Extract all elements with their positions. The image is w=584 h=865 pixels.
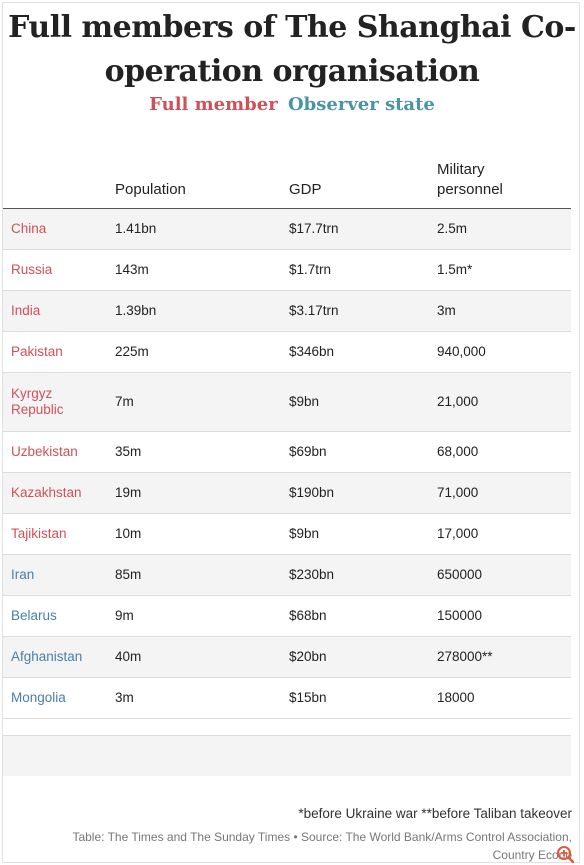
country-cell: Belarus: [11, 608, 57, 623]
empty-row-shaded: [3, 736, 571, 776]
table-row: Iran 85m $230bn 650000: [3, 555, 571, 596]
table-row: China 1.41bn $17.7trn 2.5m: [3, 209, 571, 250]
legend-observer-state: Observer state: [287, 94, 435, 115]
table-row: Pakistan 225m $346bn 940,000: [3, 332, 571, 373]
gdp-cell: $230bn: [289, 567, 335, 582]
gdp-cell: $346bn: [289, 344, 335, 359]
population-cell: 40m: [115, 649, 142, 664]
country-cell: India: [11, 303, 41, 318]
header-population: Population: [115, 181, 186, 198]
table-row: India 1.39bn $3.17trn 3m: [3, 291, 571, 332]
country-line-2: Republic: [11, 402, 64, 417]
gdp-cell: $3.17trn: [289, 303, 339, 318]
table-row: Kyrgyz Republic 7m $9bn 21,000: [3, 373, 571, 432]
population-cell: 143m: [115, 262, 149, 277]
title-line-2: operation organisation: [104, 54, 480, 89]
table-row: Kazakhstan 19m $190bn 71,000: [3, 473, 571, 514]
country-line-1: Kyrgyz: [11, 386, 53, 401]
country-cell: Russia: [11, 262, 53, 277]
header-military-line1: Military: [437, 161, 485, 178]
zoom-in-icon[interactable]: [556, 845, 574, 863]
military-cell: 68,000: [437, 444, 479, 459]
military-cell: 71,000: [437, 485, 479, 500]
military-cell: 3m: [437, 303, 456, 318]
population-cell: 3m: [115, 690, 134, 705]
population-cell: 19m: [115, 485, 142, 500]
military-cell: 17,000: [437, 526, 479, 541]
gdp-cell: $69bn: [289, 444, 327, 459]
population-cell: 225m: [115, 344, 149, 359]
source-line-2: Country Econo: [492, 848, 572, 862]
military-cell: 1.5m*: [437, 262, 473, 277]
gdp-cell: $1.7trn: [289, 262, 332, 277]
country-cell: Tajikistan: [11, 526, 67, 541]
gdp-cell: $15bn: [289, 690, 327, 705]
population-cell: 7m: [115, 394, 134, 409]
gdp-cell: $9bn: [289, 394, 320, 409]
country-cell: Afghanistan: [11, 649, 83, 664]
table-row: Mongolia 3m $15bn 18000: [3, 678, 571, 719]
table-header: Population GDP Military personnel: [3, 150, 571, 210]
title-line-1: Full members of The Shanghai Co-: [8, 10, 576, 45]
header-gdp: GDP: [289, 181, 322, 198]
gdp-cell: $190bn: [289, 485, 335, 500]
source-credit: Table: The Times and The Sunday Times • …: [32, 828, 572, 864]
military-cell: 2.5m: [437, 221, 468, 236]
gdp-cell: $17.7trn: [289, 221, 339, 236]
population-cell: 1.39bn: [115, 303, 157, 318]
population-cell: 1.41bn: [115, 221, 157, 236]
table-row: Belarus 9m $68bn 150000: [3, 596, 571, 637]
military-cell: 18000: [437, 690, 475, 705]
population-cell: 35m: [115, 444, 142, 459]
table-row: Russia 143m $1.7trn 1.5m*: [3, 250, 571, 291]
empty-row: [3, 713, 571, 736]
country-cell: Mongolia: [11, 690, 66, 705]
country-cell: China: [11, 221, 47, 236]
military-cell: 278000**: [437, 649, 493, 664]
country-cell: Kyrgyz Republic: [11, 373, 109, 431]
military-cell: 650000: [437, 567, 483, 582]
table-body: China 1.41bn $17.7trn 2.5m Russia 143m $…: [3, 209, 571, 719]
military-cell: 21,000: [437, 394, 479, 409]
table-row: Afghanistan 40m $20bn 278000**: [3, 637, 571, 678]
gdp-cell: $68bn: [289, 608, 327, 623]
population-cell: 9m: [115, 608, 134, 623]
country-cell: Uzbekistan: [11, 444, 78, 459]
table-row: Tajikistan 10m $9bn 17,000: [3, 514, 571, 555]
country-cell: Kazakhstan: [11, 485, 82, 500]
country-cell: Pakistan: [11, 344, 63, 359]
country-cell: Iran: [11, 567, 35, 582]
population-cell: 85m: [115, 567, 142, 582]
legend: Full member Observer state: [0, 94, 584, 115]
military-cell: 940,000: [437, 344, 486, 359]
gdp-cell: $9bn: [289, 526, 320, 541]
gdp-cell: $20bn: [289, 649, 327, 664]
population-cell: 10m: [115, 526, 142, 541]
source-line-1: Table: The Times and The Sunday Times • …: [72, 830, 572, 844]
military-cell: 150000: [437, 608, 483, 623]
legend-full-member: Full member: [149, 94, 278, 115]
footnote: *before Ukraine war **before Taliban tak…: [298, 806, 572, 821]
table-row: Uzbekistan 35m $69bn 68,000: [3, 432, 571, 473]
header-military-line2: personnel: [437, 181, 503, 198]
page-title: Full members of The Shanghai Co- operati…: [0, 6, 584, 94]
header-military: Military personnel: [437, 160, 503, 200]
